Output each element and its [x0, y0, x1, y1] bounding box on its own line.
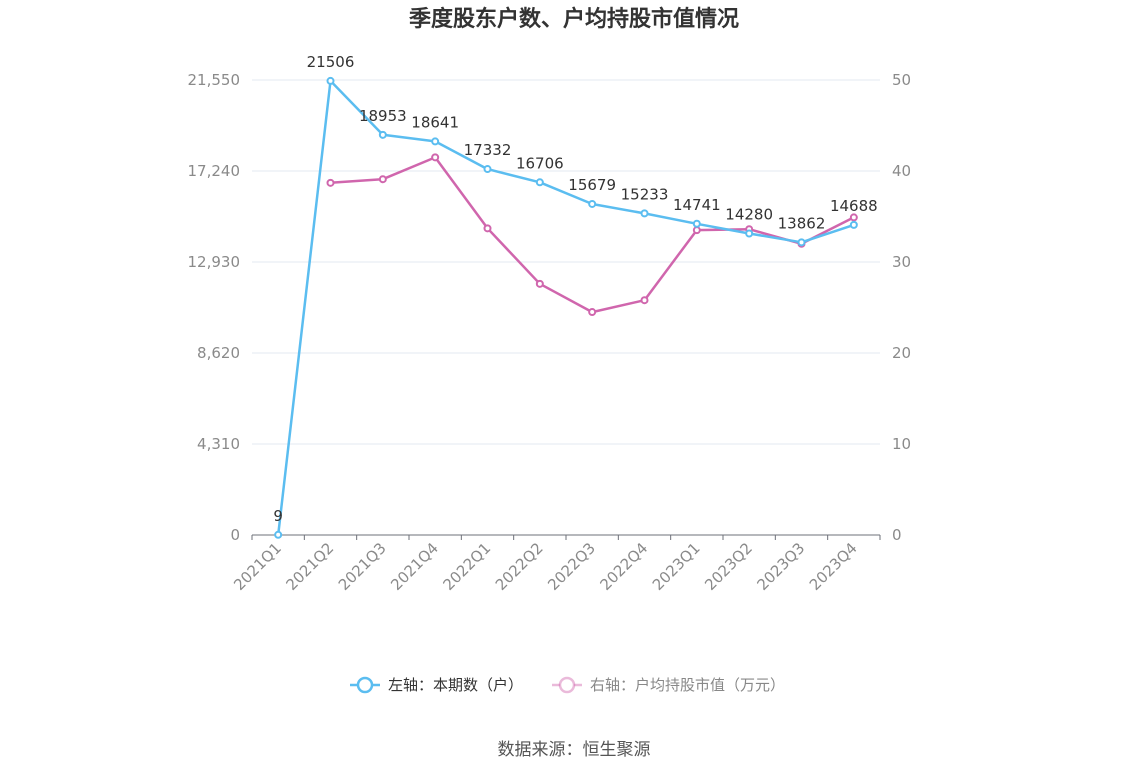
right-axis-tick-label: 0 — [892, 526, 902, 544]
right-series-point[interactable] — [640, 296, 649, 305]
left-series-point[interactable] — [535, 178, 544, 187]
x-axis-tick-label: 2022Q3 — [544, 539, 599, 594]
left-series-point[interactable] — [326, 76, 335, 85]
x-axis-tick-label: 2022Q2 — [492, 539, 547, 594]
left-series-point[interactable] — [692, 219, 701, 228]
x-axis-tick-label: 2021Q2 — [283, 539, 338, 594]
right-series-point[interactable] — [588, 308, 597, 317]
data-label: 21506 — [307, 53, 355, 71]
data-label: 14741 — [673, 196, 721, 214]
left-axis-tick-label: 17,240 — [188, 162, 241, 180]
left-series-point[interactable] — [588, 199, 597, 208]
right-axis-tick-label: 20 — [892, 344, 911, 362]
legend-label: 右轴：户均持股市值（万元） — [590, 676, 785, 694]
chart-title: 季度股东户数、户均持股市值情况 — [409, 6, 739, 32]
right-axis-tick-label: 30 — [892, 253, 911, 271]
left-series-point[interactable] — [640, 209, 649, 218]
left-axis-tick-label: 4,310 — [197, 435, 240, 453]
right-axis-tick-label: 50 — [892, 71, 911, 89]
right-series-point[interactable] — [431, 153, 440, 162]
data-label: 14688 — [830, 197, 878, 215]
x-axis-tick-label: 2023Q3 — [754, 539, 809, 594]
x-axis-tick-label: 2022Q1 — [440, 539, 495, 594]
data-label: 15233 — [621, 185, 669, 203]
left-series-point[interactable] — [483, 165, 492, 174]
x-axis-tick-label: 2023Q1 — [649, 539, 704, 594]
grid-lines — [252, 79, 880, 445]
data-label: 14280 — [725, 205, 773, 223]
right-series-point[interactable] — [535, 279, 544, 288]
legend-marker — [558, 676, 576, 694]
legend-item-right-series[interactable]: 右轴：户均持股市值（万元） — [552, 676, 785, 694]
x-axis-tick-label: 2021Q4 — [387, 539, 442, 594]
data-label: 18953 — [359, 107, 407, 125]
left-axis-tick-label: 12,930 — [188, 253, 241, 271]
left-axis-tick-label: 8,620 — [197, 344, 240, 362]
left-series-point[interactable] — [745, 229, 754, 238]
x-axis-tick-label: 2022Q4 — [597, 539, 652, 594]
data-label: 17332 — [464, 141, 512, 159]
axes: 0 0 4,310 10 8,620 20 12,930 30 17,240 40 21,550 50… — [188, 71, 912, 594]
right-axis-tick-label: 10 — [892, 435, 911, 453]
left-series-point[interactable] — [431, 137, 440, 146]
x-axis-tick-label: 2021Q3 — [335, 539, 390, 594]
legend-item-left-series[interactable]: 左轴：本期数（户） — [350, 676, 523, 694]
data-label: 15679 — [568, 176, 616, 194]
data-label: 18641 — [411, 113, 459, 131]
source-note: 数据来源：恒生聚源 — [498, 740, 651, 760]
left-series-point[interactable] — [378, 130, 387, 139]
left-series-point[interactable] — [849, 220, 858, 229]
series-layer — [274, 76, 858, 539]
right-axis-tick-label: 40 — [892, 162, 911, 180]
x-axis-tick-label: 2023Q2 — [701, 539, 756, 594]
legend[interactable]: 左轴：本期数（户） 右轴：户均持股市值（万元） — [350, 676, 785, 694]
x-axis-tick-label: 2023Q4 — [806, 539, 861, 594]
right-series-point[interactable] — [326, 178, 335, 187]
left-series-point[interactable] — [797, 238, 806, 247]
legend-marker — [356, 676, 374, 694]
legend-label: 左轴：本期数（户） — [388, 676, 523, 694]
left-axis-tick-label: 21,550 — [188, 71, 241, 89]
data-label: 13862 — [778, 214, 826, 232]
right-series-point[interactable] — [692, 226, 701, 235]
data-label: 9 — [273, 507, 283, 525]
right-series-point[interactable] — [849, 213, 858, 222]
left-series-point[interactable] — [274, 530, 283, 539]
data-label: 16706 — [516, 154, 564, 172]
right-series-point[interactable] — [378, 175, 387, 184]
right-series-point[interactable] — [483, 224, 492, 233]
x-axis-tick-label: 2021Q1 — [230, 539, 285, 594]
left-axis-tick-label: 0 — [230, 526, 240, 544]
left-series-line — [276, 79, 855, 535]
